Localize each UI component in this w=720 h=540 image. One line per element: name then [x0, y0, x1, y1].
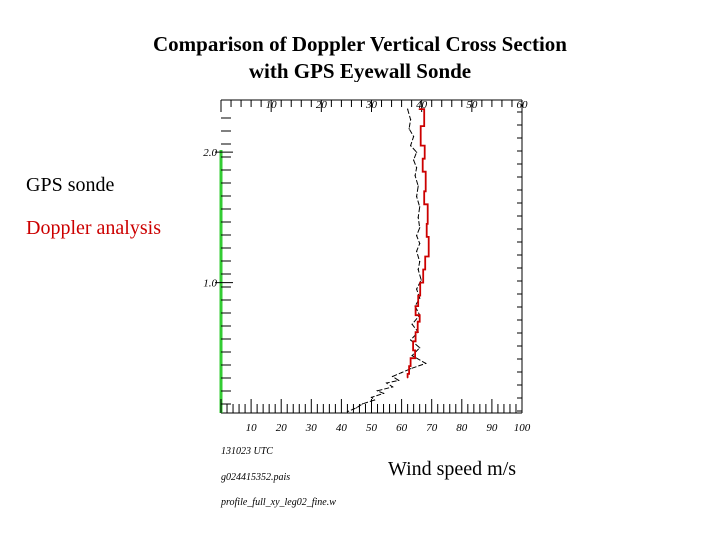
doppler-point: [417, 305, 419, 307]
doppler-point: [422, 282, 424, 284]
gps-point: [413, 159, 415, 161]
gps-point: [392, 386, 394, 388]
doppler-analysis-line: [406, 108, 430, 378]
top-axis-tick-label: 40: [416, 99, 428, 111]
bottom-axis-tick-label: 70: [426, 422, 438, 434]
bottom-axis-tick-label: 80: [456, 422, 468, 434]
doppler-point: [422, 171, 424, 173]
gps-point: [386, 382, 388, 384]
gps-point: [382, 392, 385, 394]
doppler-point: [415, 340, 417, 342]
bottom-axis-tick-label: 100: [514, 422, 531, 434]
footnote-profile: profile_full_xy_leg02_fine.w: [221, 497, 336, 508]
gps-point: [416, 250, 418, 252]
bottom-axis-tick-label: 60: [396, 422, 408, 434]
doppler-point: [425, 190, 427, 192]
gps-point: [410, 368, 412, 370]
gps-point: [417, 216, 419, 218]
doppler-point: [423, 203, 425, 205]
legend-gps-sonde: GPS sonde: [26, 174, 115, 196]
gps-point: [416, 151, 418, 153]
doppler-point: [414, 357, 416, 359]
doppler-point: [419, 295, 421, 297]
gps-point: [419, 347, 421, 349]
doppler-point: [408, 373, 410, 375]
bottom-axis-tick-label: 40: [336, 422, 348, 434]
gps-point: [410, 145, 412, 147]
gps-point: [416, 235, 418, 237]
doppler-point: [420, 145, 422, 147]
gps-point: [414, 175, 416, 177]
doppler-point: [418, 108, 420, 110]
chart-axes: [215, 99, 523, 414]
gps-point: [420, 279, 422, 281]
gps-point: [419, 242, 421, 245]
doppler-point: [419, 321, 421, 323]
gps-point: [411, 355, 413, 357]
gps-point: [411, 323, 413, 325]
title-line-2: with GPS Eyewall Sonde: [248, 59, 472, 82]
gps-point: [410, 119, 412, 121]
left-axis-tick-label: 2.0: [203, 147, 217, 159]
gps-point: [419, 261, 421, 263]
gps-point: [392, 375, 394, 378]
top-axis-tick-label: 30: [365, 99, 378, 111]
gps-sonde-line: [347, 108, 427, 413]
doppler-point: [426, 236, 428, 238]
chart-tick-labels: 1.0 2.0 10 20 30 40 50 60 10 20 30 40 50 60 70 80 90 100: [203, 99, 531, 434]
title-line-1: Comparison of Doppler Vertical Cross Sec…: [153, 32, 567, 56]
legend-doppler-analysis: Doppler analysis: [26, 217, 161, 239]
gps-point: [410, 339, 412, 341]
top-axis-tick-label: 20: [316, 99, 328, 111]
gps-point: [419, 227, 421, 229]
gps-point: [416, 288, 418, 290]
gps-point: [376, 390, 379, 392]
gps-point: [401, 372, 403, 374]
gps-point: [407, 108, 409, 110]
x-axis-label: Wind speed m/s: [388, 458, 517, 480]
gps-point: [361, 403, 364, 405]
gps-point: [416, 195, 418, 198]
gps-point: [417, 268, 419, 271]
gps-point: [425, 362, 427, 364]
gps-point: [346, 411, 348, 413]
footnote-file: g024415352.pais: [221, 472, 291, 483]
doppler-point: [423, 125, 425, 127]
gps-point: [419, 297, 421, 299]
bottom-axis-tick-label: 10: [246, 422, 258, 434]
gps-point: [355, 407, 358, 409]
gps-point: [417, 185, 419, 187]
doppler-point: [427, 223, 429, 225]
bottom-axis-tick-label: 90: [486, 422, 498, 434]
bottom-axis-tick-label: 50: [366, 422, 378, 434]
top-axis-tick-label: 60: [517, 99, 529, 111]
gps-point: [413, 135, 415, 138]
bottom-axis-tick-label: 20: [276, 422, 288, 434]
doppler-point: [412, 349, 414, 351]
doppler-point: [417, 331, 419, 333]
gps-point: [373, 399, 376, 401]
gps-point: [416, 167, 418, 169]
doppler-point: [407, 377, 409, 379]
top-axis-tick-label: 10: [266, 99, 278, 111]
gps-point: [419, 206, 421, 208]
doppler-point: [424, 158, 426, 160]
top-axis-tick-label: 50: [466, 99, 478, 111]
gps-point: [398, 379, 400, 381]
bottom-axis-tick-label: 30: [305, 422, 318, 434]
gps-point: [370, 396, 373, 398]
doppler-point: [428, 255, 430, 258]
doppler-point: [424, 268, 426, 271]
left-axis-tick-label: 1.0: [203, 278, 217, 290]
doppler-point: [415, 314, 417, 316]
chart-series: [346, 108, 430, 413]
footnote-time: 131023 UTC: [221, 446, 273, 457]
doppler-point: [410, 365, 412, 367]
gps-point: [408, 128, 410, 130]
